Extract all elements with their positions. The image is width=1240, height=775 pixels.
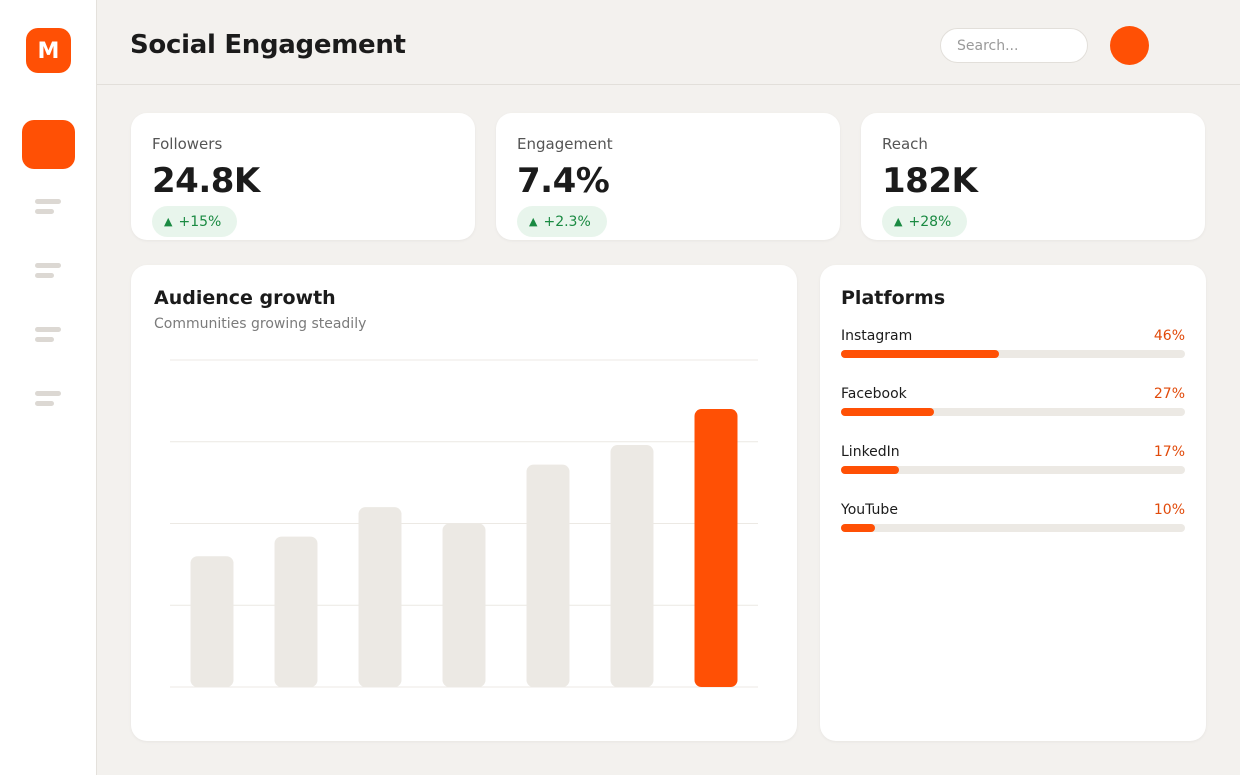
platform-row-instagram: Instagram 46% xyxy=(841,328,1185,368)
chart-title: Audience growth xyxy=(154,287,336,309)
stat-card-followers: Followers 24.8K ▲ +15% xyxy=(131,113,475,240)
platform-percent: 10% xyxy=(1153,502,1185,518)
platform-percent: 46% xyxy=(1153,328,1185,344)
platform-bar-fill xyxy=(841,350,1000,358)
search-input[interactable] xyxy=(940,28,1088,63)
chart-bar xyxy=(442,523,486,687)
platform-row-facebook: Facebook 27% xyxy=(841,386,1185,426)
platform-percent: 17% xyxy=(1153,444,1185,460)
sidebar-item-menu-icon[interactable] xyxy=(35,390,63,410)
chart-bar xyxy=(190,556,234,687)
chart-bar xyxy=(694,409,738,687)
platform-name: Instagram xyxy=(841,328,913,344)
stat-delta-badge: ▲ +2.3% xyxy=(517,206,607,237)
platform-row-linkedin: LinkedIn 17% xyxy=(841,444,1185,484)
platform-bar-track xyxy=(841,350,1185,358)
platform-name: YouTube xyxy=(841,502,898,518)
page-title: Social Engagement xyxy=(130,30,406,60)
sidebar-item-menu-icon[interactable] xyxy=(35,262,63,282)
sidebar-item-menu-icon[interactable] xyxy=(35,198,63,218)
stat-label: Engagement xyxy=(517,135,613,153)
audience-growth-card: Audience growth Communities growing stea… xyxy=(131,265,797,741)
stat-card-engagement: Engagement 7.4% ▲ +2.3% xyxy=(496,113,840,240)
chart-bar xyxy=(526,464,570,687)
arrow-up-icon: ▲ xyxy=(529,215,538,228)
avatar[interactable] xyxy=(1110,26,1149,65)
platform-name: LinkedIn xyxy=(841,444,900,460)
platforms-card: Platforms Instagram 46% Facebook 27% Lin… xyxy=(820,265,1206,741)
stat-delta-text: +15% xyxy=(178,214,222,230)
top-bar: Social Engagement xyxy=(97,0,1240,85)
platform-bar-fill xyxy=(841,466,900,474)
sidebar: M xyxy=(0,0,97,775)
sidebar-item-active[interactable] xyxy=(22,120,75,169)
stat-card-reach: Reach 182K ▲ +28% xyxy=(861,113,1205,240)
sidebar-item-menu-icon[interactable] xyxy=(35,326,63,346)
stat-label: Followers xyxy=(152,135,223,153)
platform-percent: 27% xyxy=(1153,386,1185,402)
brand-logo[interactable]: M xyxy=(26,28,71,73)
platforms-title: Platforms xyxy=(841,287,946,309)
arrow-up-icon: ▲ xyxy=(164,215,173,228)
chart-bar xyxy=(274,536,318,687)
platform-bar-fill xyxy=(841,408,934,416)
platform-row-youtube: YouTube 10% xyxy=(841,502,1185,542)
stat-delta-badge: ▲ +15% xyxy=(152,206,238,237)
stat-value: 24.8K xyxy=(152,161,260,201)
platform-name: Facebook xyxy=(841,386,907,402)
chart-subtitle: Communities growing steadily xyxy=(154,316,367,332)
stat-label: Reach xyxy=(882,135,928,153)
platform-bar-track xyxy=(841,466,1185,474)
chart-bar xyxy=(610,445,654,687)
platform-bar-fill xyxy=(841,524,876,532)
stat-value: 182K xyxy=(882,161,978,201)
stat-delta-badge: ▲ +28% xyxy=(882,206,968,237)
audience-growth-chart xyxy=(170,359,758,688)
platform-bar-track xyxy=(841,524,1185,532)
stat-delta-text: +28% xyxy=(908,214,952,230)
chart-bar xyxy=(358,507,402,687)
arrow-up-icon: ▲ xyxy=(894,215,903,228)
stat-value: 7.4% xyxy=(517,161,610,201)
platform-bar-track xyxy=(841,408,1185,416)
stat-delta-text: +2.3% xyxy=(543,214,591,230)
